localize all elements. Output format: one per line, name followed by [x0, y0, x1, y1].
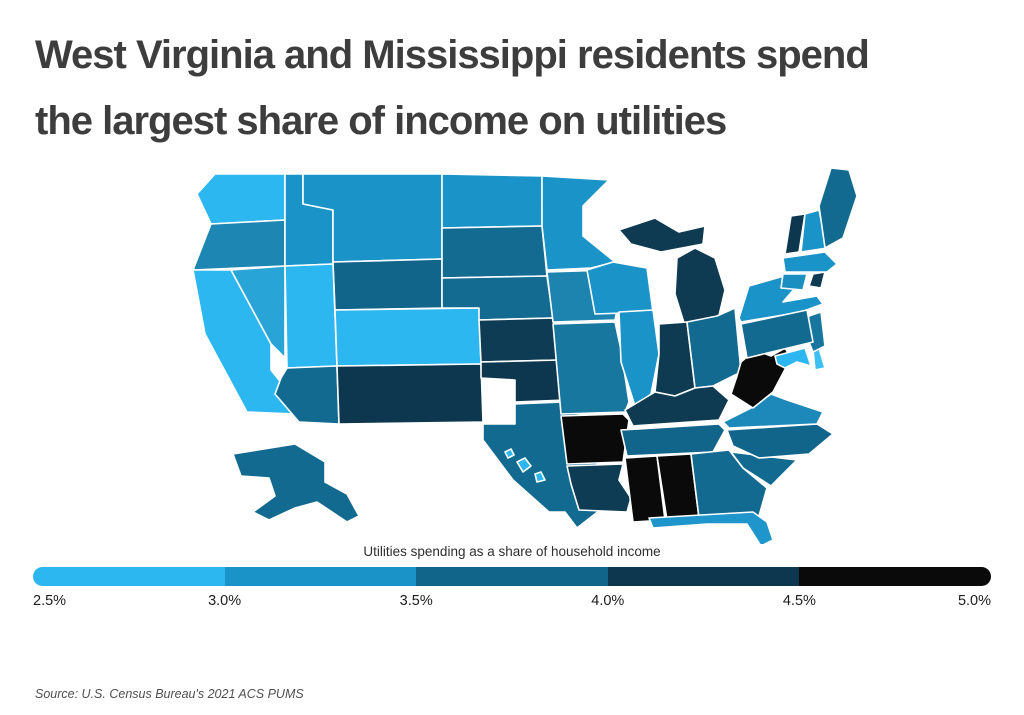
state-PA — [740, 309, 814, 359]
legend-tick-3.0%: 3.0% — [208, 593, 242, 609]
state-FL — [648, 511, 774, 544]
legend-segment-2 — [224, 567, 417, 586]
state-WY — [332, 258, 443, 311]
legend-segment-4 — [607, 567, 800, 586]
state-MI — [618, 217, 706, 253]
legend-segment-5 — [799, 567, 991, 586]
color-legend: 2.5% 3.0% 3.5% 4.0% 4.5% 5.0% — [33, 567, 991, 615]
legend-tick-labels: 2.5% 3.0% 3.5% 4.0% 4.5% 5.0% — [33, 593, 991, 615]
source-note: Source: U.S. Census Bureau's 2021 ACS PU… — [35, 687, 304, 701]
state-KS — [478, 317, 560, 363]
state-MD — [774, 347, 812, 369]
state-LA — [566, 463, 632, 513]
page-title-line-2: the largest share of income on utilities — [35, 99, 727, 143]
state-AK — [232, 443, 360, 523]
state-MO — [552, 321, 630, 415]
legend-gradient-bar — [33, 567, 991, 586]
us-map-svg — [192, 167, 857, 544]
us-choropleth-map — [167, 162, 857, 544]
state-OH — [686, 307, 742, 389]
state-NM — [336, 363, 484, 425]
state-WA — [196, 173, 286, 225]
state-AR — [560, 413, 630, 465]
state-HI — [504, 448, 515, 459]
state-WI — [586, 261, 654, 315]
state-SD — [441, 225, 548, 279]
state-AZ — [274, 365, 340, 425]
legend-segment-1 — [33, 567, 225, 586]
legend-tick-3.5%: 3.5% — [399, 593, 433, 609]
state-MI — [674, 247, 726, 327]
state-RI — [808, 271, 826, 289]
state-UT — [284, 263, 338, 369]
state-ND — [441, 173, 543, 229]
legend-tick-2.5%: 2.5% — [33, 593, 67, 609]
state-CO — [334, 307, 482, 367]
legend-tick-5.0%: 5.0% — [957, 593, 991, 609]
state-HI — [516, 457, 532, 473]
state-HI — [534, 471, 546, 483]
state-OR — [192, 219, 286, 271]
legend-segment-3 — [416, 567, 608, 586]
state-MA — [782, 251, 838, 273]
state-NV — [230, 265, 286, 359]
page-title-line-1: West Virginia and Mississippi residents … — [35, 33, 870, 77]
page-title: West Virginia and Mississippi residents … — [0, 0, 1024, 154]
state-ME — [818, 167, 857, 249]
state-CT — [780, 273, 808, 291]
legend-title: Utilities spending as a share of househo… — [363, 544, 661, 559]
legend-tick-4.5%: 4.5% — [782, 593, 816, 609]
legend-tick-4.0%: 4.0% — [591, 593, 625, 609]
state-OK — [480, 359, 566, 403]
state-MN — [541, 175, 616, 271]
state-KY — [624, 385, 730, 427]
state-TN — [620, 423, 726, 457]
